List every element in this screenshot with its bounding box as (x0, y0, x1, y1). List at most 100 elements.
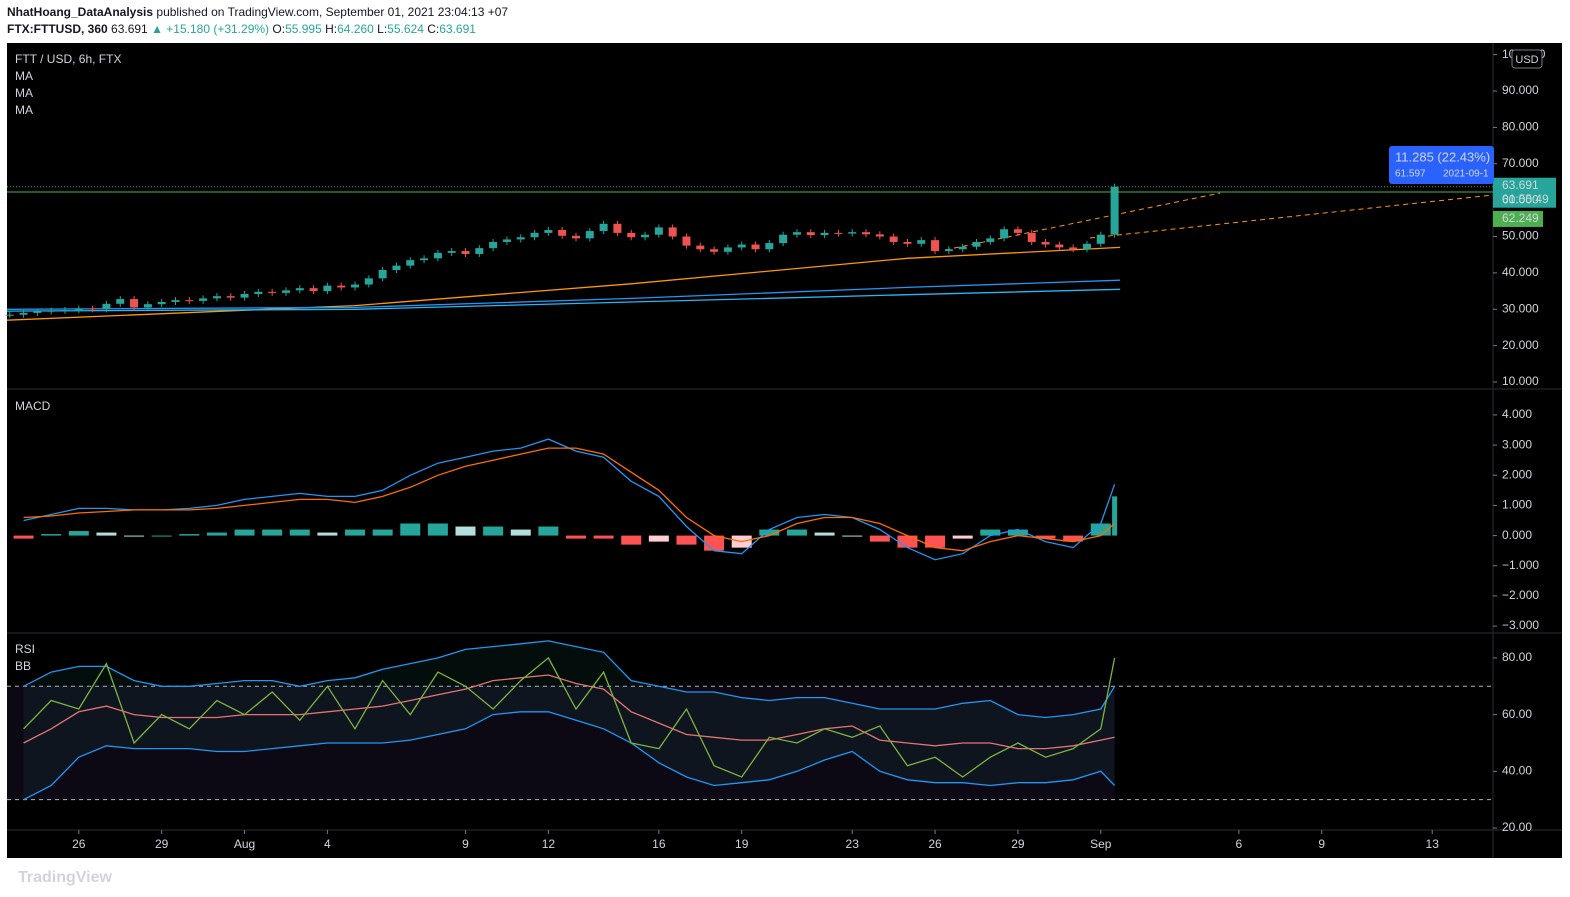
ohlc-label: O: (272, 22, 286, 36)
candle (268, 291, 277, 293)
candle (641, 234, 650, 238)
candle (544, 229, 553, 233)
rsi-band (7, 686, 1115, 800)
candle (682, 236, 691, 246)
candle (710, 249, 719, 252)
ohlc-value: 63.691 (439, 22, 476, 36)
y-tick-label: 0.000 (1502, 528, 1532, 542)
bb-title: BB (15, 659, 31, 673)
x-tick-label: 13 (1426, 837, 1440, 851)
symbol: FTX:FTTUSD, 360 (7, 22, 108, 36)
change: ▲ +15.180 (+31.29%) (151, 22, 270, 36)
y-tick-label: 20.000 (1502, 338, 1539, 352)
histogram-bar (1112, 496, 1118, 536)
currency: USD (1515, 54, 1538, 66)
candle (102, 303, 111, 310)
y-tick-label: 4.000 (1502, 407, 1532, 421)
histogram-bar (538, 526, 559, 536)
candle (116, 299, 125, 304)
measure-date: 2021-09-1 (1443, 169, 1489, 180)
macd-line (23, 438, 1116, 561)
candle (834, 232, 843, 234)
candle (585, 231, 594, 239)
candle (599, 223, 608, 232)
ohlc-label: L: (377, 22, 388, 36)
candle (848, 232, 857, 234)
measure-box (1389, 146, 1494, 184)
candle (199, 298, 208, 301)
histogram-bar (759, 529, 780, 536)
last-price-badge (1493, 177, 1556, 208)
candle (171, 300, 180, 302)
candle (903, 241, 912, 244)
histogram-bar (676, 535, 697, 545)
header: NhatHoang_DataAnalysis published on Trad… (7, 4, 508, 38)
candle (88, 308, 97, 310)
y-tick-label: −3.000 (1502, 618, 1539, 632)
candle (130, 299, 139, 308)
histogram-bar (621, 535, 642, 545)
price: 63.691 (111, 22, 148, 36)
histogram-bar (786, 529, 807, 536)
candle (571, 235, 580, 239)
candle (765, 243, 774, 250)
histogram-bar (952, 535, 973, 539)
candle (516, 237, 525, 240)
candle (19, 312, 28, 315)
y-tick-label: 30.000 (1502, 301, 1539, 315)
candle (723, 247, 732, 252)
candle (530, 232, 539, 238)
histogram-bar (1090, 523, 1111, 536)
candle (295, 288, 304, 291)
histogram-bar (206, 532, 227, 536)
candle (779, 234, 788, 244)
candle (61, 309, 70, 311)
histogram-bar (510, 529, 531, 536)
candle (986, 238, 995, 242)
histogram-bar (289, 529, 310, 536)
rsi-title: RSI (15, 642, 35, 656)
candle (889, 236, 898, 242)
y-tick-label: 80.000 (1502, 120, 1539, 134)
y-tick-label: 40.000 (1502, 265, 1539, 279)
y-tick-label: 60.000 (1502, 192, 1539, 206)
candle (1110, 186, 1119, 235)
x-tick-label: 29 (155, 837, 169, 851)
x-tick-label: 9 (1318, 837, 1325, 851)
countdown: 01:55:49 (1502, 192, 1549, 206)
candle (447, 251, 456, 253)
y-tick-label: 3.000 (1502, 437, 1532, 451)
histogram-bar (704, 535, 725, 551)
histogram-bar (317, 532, 338, 536)
ma-line (6, 279, 1121, 310)
x-tick-label: Aug (234, 837, 255, 851)
histogram-bar (814, 532, 835, 536)
x-tick-label: 4 (324, 837, 331, 851)
candle (751, 244, 760, 250)
candle (240, 293, 249, 298)
author: NhatHoang_DataAnalysis (7, 5, 154, 19)
candle (917, 240, 926, 244)
histogram-bar (1035, 535, 1056, 539)
currency-badge (1511, 49, 1543, 69)
candle (806, 232, 815, 236)
y-tick-label: −2.000 (1502, 588, 1539, 602)
candle (1000, 229, 1009, 239)
candle (1082, 243, 1091, 250)
ohlc-value: 55.624 (387, 22, 424, 36)
histogram-bar (842, 535, 863, 537)
x-tick-label: 9 (462, 837, 469, 851)
candle (337, 285, 346, 288)
ohlc-value: 64.260 (337, 22, 374, 36)
ohlc-label: C: (427, 22, 440, 36)
candle (5, 314, 14, 316)
legend-entry: MA (15, 103, 33, 117)
histogram-bar (427, 523, 448, 536)
candle (862, 232, 871, 235)
y-tick-label: 90.000 (1502, 83, 1539, 97)
candle (489, 241, 498, 249)
candle (351, 284, 360, 288)
basis-line (23, 674, 1115, 750)
y-tick-label: 2.000 (1502, 467, 1532, 481)
